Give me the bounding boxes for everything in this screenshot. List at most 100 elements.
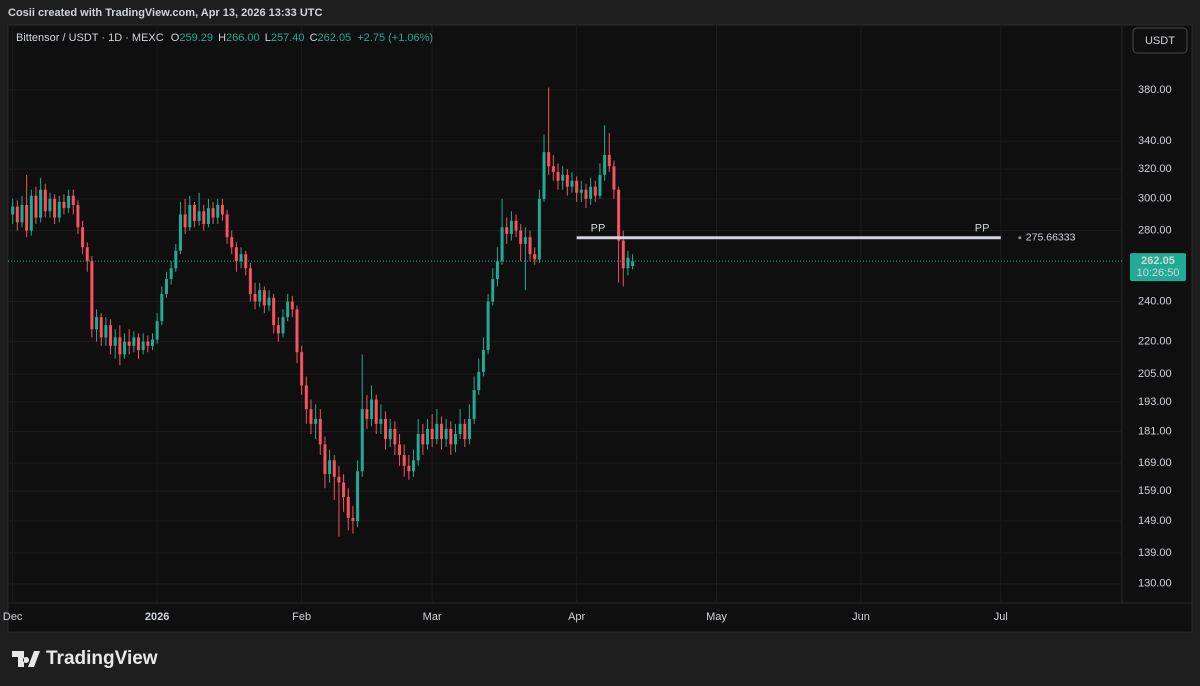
x-tick-label: Mar	[423, 611, 442, 623]
candle-body	[290, 301, 294, 310]
currency-button[interactable]	[1132, 27, 1188, 54]
candle-body	[137, 337, 141, 351]
candle-body	[579, 189, 583, 193]
candle-body	[393, 428, 397, 445]
candle-body	[155, 321, 159, 340]
x-tick-label: May	[706, 611, 727, 623]
candles	[11, 87, 635, 537]
currency-button-label[interactable]: USDT	[1145, 35, 1175, 47]
last-price-box	[1130, 253, 1186, 282]
candle-body	[402, 454, 406, 466]
candle-body	[71, 195, 75, 205]
pivot-value: 275.66333	[1026, 232, 1076, 244]
candle-body	[95, 317, 99, 330]
candle-body	[607, 154, 611, 167]
candle-body	[398, 444, 402, 455]
candle-body	[211, 208, 215, 218]
y-tick-label: 220.00	[1138, 336, 1172, 348]
candle-body	[34, 195, 38, 218]
candle-body	[565, 174, 569, 187]
candle-body	[509, 220, 513, 234]
candle-body	[351, 517, 355, 522]
candle-body	[174, 250, 178, 269]
candle-body	[90, 261, 94, 330]
x-tick-label: Dec	[3, 611, 23, 623]
y-tick-label: 300.00	[1138, 193, 1172, 205]
candle-body	[20, 204, 24, 223]
candle-body	[514, 220, 518, 231]
candle-body	[416, 434, 420, 461]
legend-change: +2.75 (+1.06%)	[357, 32, 433, 44]
candle-body	[272, 297, 276, 326]
candle-body	[25, 204, 29, 231]
legend-key: H	[218, 32, 226, 44]
header: Cosii created with TradingView.com, Apr …	[8, 7, 322, 19]
candle-body	[346, 496, 350, 518]
candle-body	[29, 195, 33, 231]
candle-body	[160, 293, 164, 322]
candle-body	[561, 174, 565, 181]
y-tick-label: 320.00	[1138, 163, 1172, 175]
candle-body	[523, 237, 527, 244]
candle-body	[598, 174, 602, 196]
candle-body	[127, 341, 131, 346]
candle-body	[197, 211, 201, 221]
candle-body	[109, 325, 113, 346]
candle-body	[11, 206, 15, 215]
candle-body	[449, 428, 453, 445]
candle-body	[146, 341, 150, 346]
candle-body	[295, 309, 299, 353]
candle-body	[253, 293, 257, 302]
y-tick-label: 380.00	[1138, 84, 1172, 96]
candle-body	[43, 189, 47, 212]
candle-body	[57, 201, 61, 218]
candle-body	[593, 186, 597, 196]
legend-value: 257.40	[271, 32, 305, 44]
x-tick-label: Feb	[292, 611, 311, 623]
candle-body	[533, 254, 537, 260]
candle-body	[626, 257, 630, 269]
candle-body	[495, 261, 499, 280]
candle-body	[81, 227, 85, 248]
y-tick-label: 130.00	[1138, 578, 1172, 590]
legend-value: 266.00	[226, 32, 260, 44]
candle-body	[519, 230, 523, 244]
candle-body	[262, 290, 266, 306]
candle-body	[481, 350, 485, 372]
candle-body	[421, 434, 425, 445]
candle-body	[467, 418, 471, 440]
candle-body	[132, 337, 136, 346]
candle-body	[169, 268, 173, 280]
candle-body	[39, 189, 43, 218]
candle-body	[365, 409, 369, 419]
candle-body	[276, 325, 280, 334]
candle-body	[575, 180, 579, 193]
candle-body	[356, 471, 360, 522]
candle-body	[141, 341, 145, 351]
candle-body	[589, 186, 593, 199]
candle-body	[439, 423, 443, 440]
candle-body	[192, 204, 196, 221]
candle-body	[225, 214, 229, 238]
pivot-dot	[1018, 236, 1022, 240]
candle-body	[407, 465, 411, 472]
candle-body	[412, 460, 416, 472]
y-tick-label: 205.00	[1138, 368, 1172, 380]
candle-body	[113, 337, 117, 346]
candle-body	[267, 297, 271, 306]
candle-body	[220, 204, 224, 215]
candle-body	[570, 180, 574, 187]
legend-key: C	[310, 32, 318, 44]
candle-body	[309, 409, 313, 424]
candle-body	[463, 423, 467, 440]
y-tick-label: 181.00	[1138, 425, 1172, 437]
candle-body	[453, 434, 457, 445]
candle-body	[500, 227, 504, 262]
candle-body	[374, 399, 378, 424]
candle-body	[621, 240, 625, 269]
candle-body	[286, 301, 290, 318]
candle-body	[584, 189, 588, 199]
candle-body	[556, 171, 560, 181]
candle-body	[230, 237, 234, 248]
